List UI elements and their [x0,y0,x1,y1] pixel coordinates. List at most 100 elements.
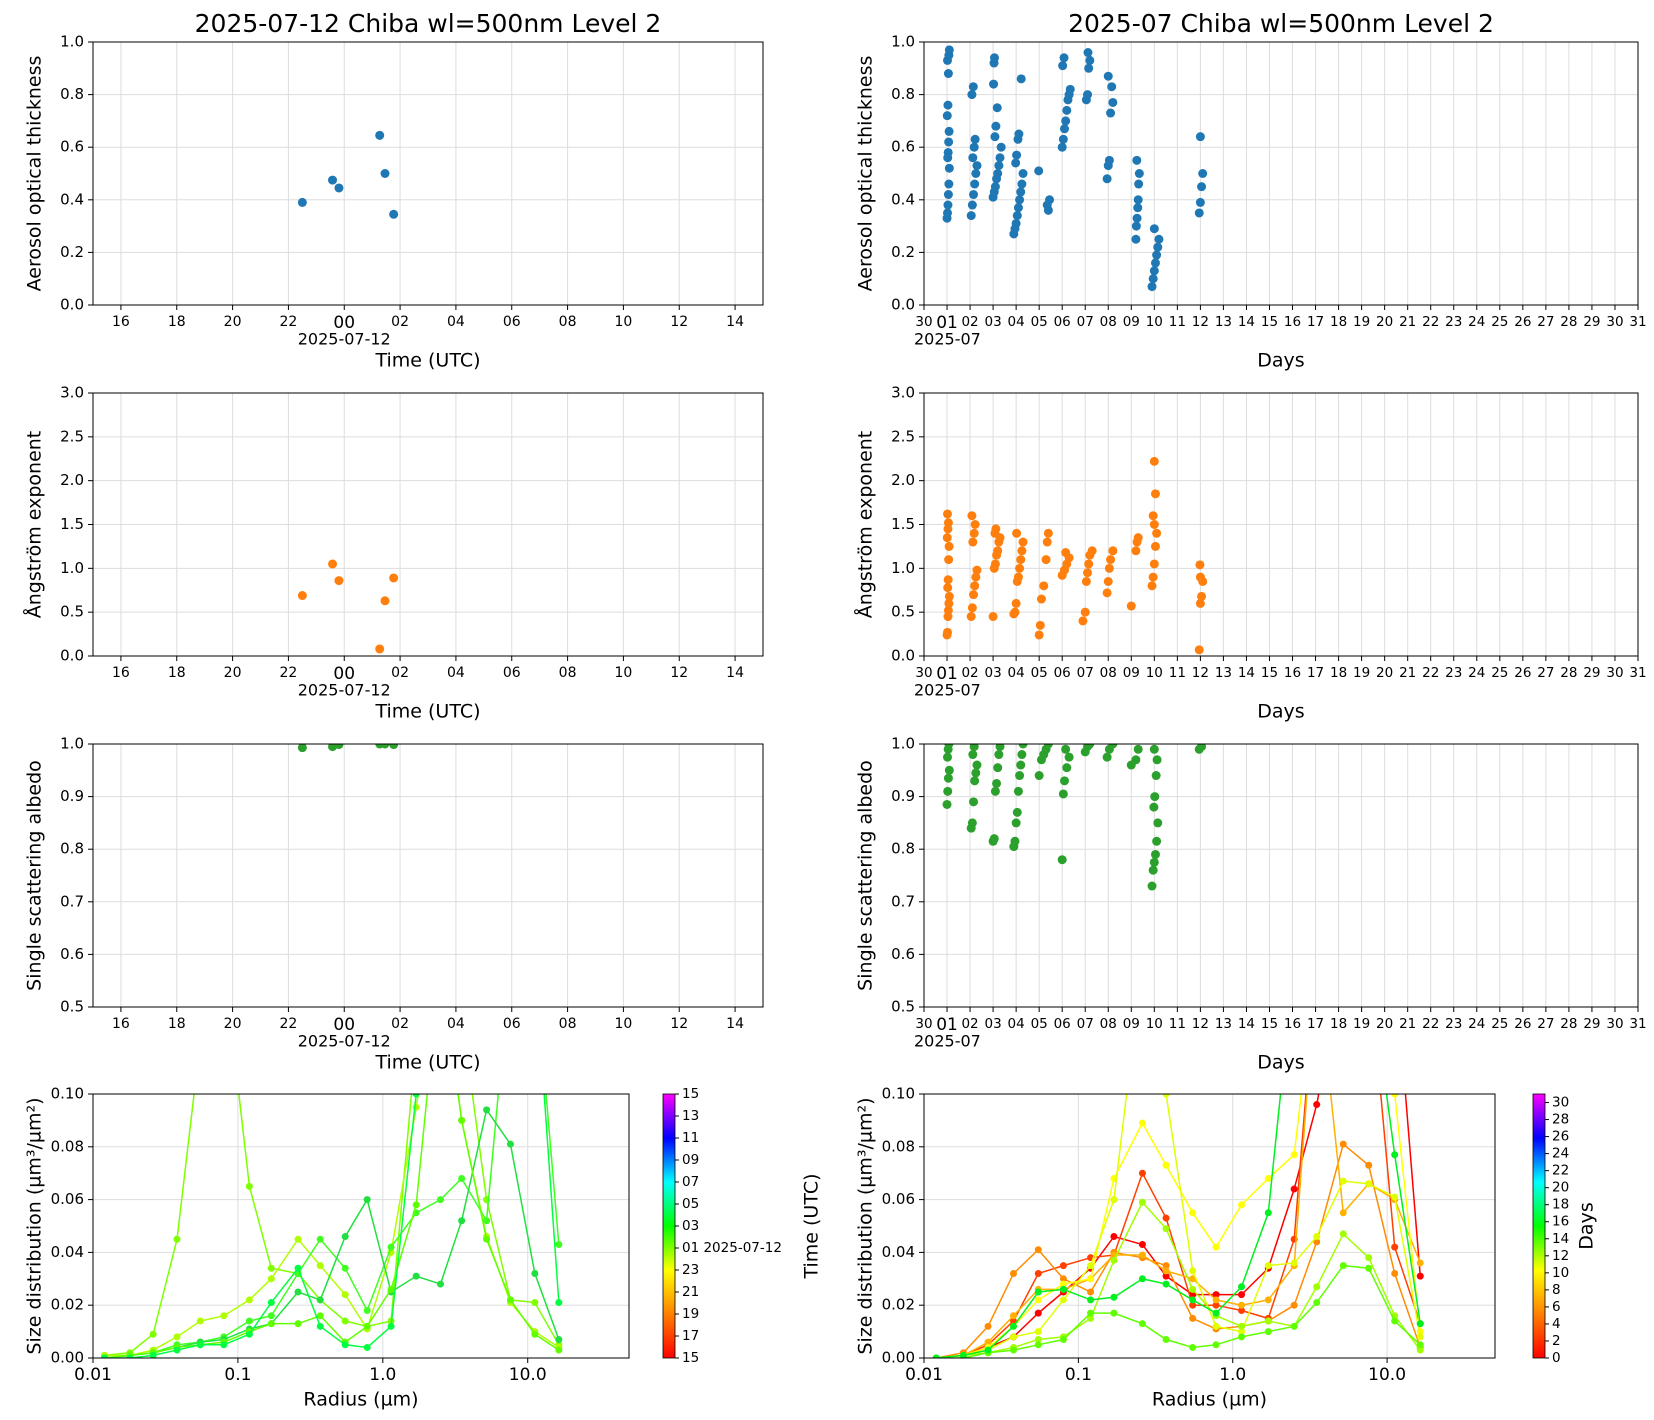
y-tick-label: 0.00 [882,1349,915,1367]
point [932,1354,940,1358]
x-tick-label: 17 [1307,665,1324,681]
chart-title: 2025-07-12 Chiba wl=500nm Level 2 [195,9,662,38]
point [1009,1312,1017,1320]
point [1059,1275,1067,1283]
point [267,1320,275,1328]
point [942,627,952,637]
point [1162,1094,1170,1098]
point [990,786,1000,796]
point [959,1351,967,1358]
point [1264,1296,1272,1304]
point [1162,1336,1170,1344]
point [507,959,514,966]
point [1106,108,1116,118]
x-tick-label: 24 [1468,1016,1485,1032]
x-tick-label: 30 [1606,314,1623,330]
x-tick-label: 20 [224,1016,242,1032]
y-tick-label: 0.08 [51,1137,84,1155]
x-tick-note: 2025-07 [914,681,981,700]
point [989,834,999,844]
point [267,1299,275,1307]
point [1057,142,1067,152]
colorbar-tick-label: 03 [682,1218,699,1234]
point [990,559,1000,569]
point [1339,1209,1347,1217]
x-tick-label: 02 [961,314,978,330]
colorbar-tick-label: 14 [1552,1231,1569,1247]
colorbar-tick-label: 21 [682,1284,699,1300]
point [944,555,954,565]
point [1162,1214,1170,1222]
point [1134,179,1144,189]
x-tick-label: 14 [726,1016,744,1032]
point [966,612,976,622]
x-tick-label: 0.1 [224,1365,251,1385]
x-tick-label: 16 [1284,665,1301,681]
colorbar-tick-label: 28 [1552,1112,1569,1128]
point [387,1243,395,1251]
point [1132,155,1142,165]
point [944,598,954,608]
point [1152,836,1162,846]
x-tick-label: 10 [615,665,633,681]
point [1189,1209,1197,1217]
point [1339,1140,1347,1148]
point [1197,591,1207,601]
point [966,211,976,221]
point [1150,792,1160,802]
point [992,103,1002,113]
point [967,511,977,521]
point [993,169,1003,178]
x-tick-label: 08 [1100,314,1117,330]
point [1365,959,1372,966]
point [555,1299,563,1307]
point [197,1038,204,1045]
panel: 0.00 0.02 0.04 0.06 0.08 0.10 0.01 0.1 1.0 10.0 Ra… [24,959,823,1411]
point [943,605,953,615]
x-tick-label: 04 [1008,665,1025,681]
point [1087,1275,1095,1283]
x-tick-label: 30 [1606,1016,1623,1032]
x-tick-label: 09 [1123,314,1140,330]
point [1313,1101,1321,1109]
point [944,541,954,551]
point [1195,572,1205,582]
point [1313,959,1320,966]
point [1035,620,1045,630]
point [1034,1309,1042,1317]
point [1034,771,1044,781]
point [1391,1193,1399,1201]
point [437,959,444,966]
x-tick-label: 16 [112,665,130,681]
point [1104,563,1114,573]
point [363,1322,371,1330]
point [1062,105,1072,115]
point [1290,1151,1298,1159]
point [943,575,953,585]
x-tick-label: 14 [1238,314,1255,330]
x-tick-label: 11 [1169,1016,1186,1032]
point [969,142,979,152]
x-tick-label: 0.01 [905,1365,943,1385]
colorbar-tick-label: 15 [682,1086,699,1102]
y-tick-label: 0.8 [891,840,915,858]
y-tick-label: 0.9 [60,787,84,805]
point [1189,1296,1197,1304]
x-tick-label: 09 [1123,1016,1140,1032]
point [1087,1296,1095,1304]
colorbar-tick-label: 24 [1552,1146,1569,1162]
point [412,1272,420,1280]
point [1290,1322,1298,1330]
axes-frame [92,41,764,306]
point [1313,959,1320,966]
point [220,959,227,966]
x-tick-label: 26 [1514,665,1531,681]
point [1189,1343,1197,1351]
y-tick-label: 0.02 [882,1296,915,1314]
point [531,1270,539,1278]
colorbar-tick-label: 17 [682,1328,699,1344]
point [1016,74,1026,84]
point [1110,1293,1118,1301]
y-tick-label: 0.4 [891,190,915,208]
point [1365,1254,1373,1262]
